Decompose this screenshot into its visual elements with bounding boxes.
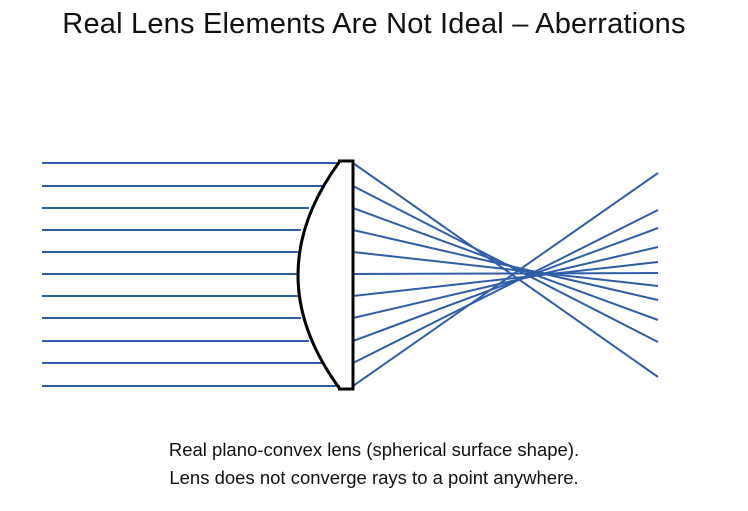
incoming-rays	[42, 162, 340, 387]
caption: Real plano-convex lens (spherical surfac…	[0, 436, 748, 492]
refracted-ray	[352, 227, 659, 342]
refracted-ray	[352, 172, 659, 387]
refracted-ray	[352, 246, 659, 319]
slide-title: Real Lens Elements Are Not Ideal – Aberr…	[62, 8, 686, 40]
refracted-rays	[352, 162, 659, 387]
caption-line-1: Real plano-convex lens (spherical surfac…	[168, 439, 580, 460]
plano-convex-lens	[296, 159, 355, 391]
refracted-ray	[352, 251, 659, 287]
lens-curved-surface	[296, 160, 342, 390]
refracted-ray	[352, 229, 659, 301]
refracted-ray	[352, 272, 659, 275]
caption-line-2: Lens does not converge rays to a point a…	[169, 467, 579, 488]
refracted-ray	[352, 209, 659, 364]
